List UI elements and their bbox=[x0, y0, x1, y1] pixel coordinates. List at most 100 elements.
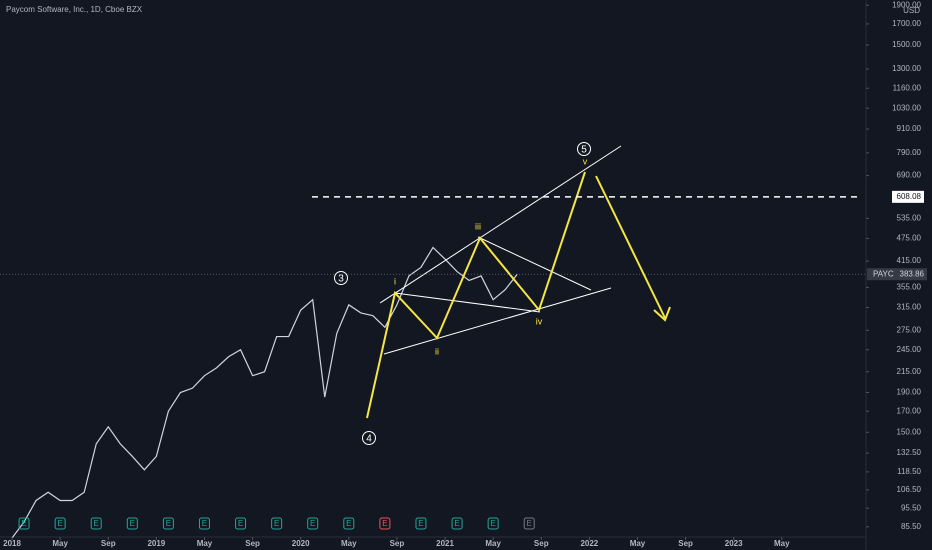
earnings-marker bbox=[18, 517, 30, 530]
earnings-label: E bbox=[454, 519, 459, 528]
earnings-label: E bbox=[166, 519, 171, 528]
x-tick-label: Sep bbox=[101, 539, 116, 548]
x-tick-label: May bbox=[630, 539, 646, 548]
earnings-label: E bbox=[202, 519, 207, 528]
last-price-label: 383.86 bbox=[900, 269, 925, 278]
wave-label: v bbox=[583, 156, 588, 166]
y-tick-label: 1160.00 bbox=[893, 83, 922, 92]
marks bbox=[11, 246, 518, 539]
y-tick-label: 190.00 bbox=[897, 388, 922, 397]
earnings-label: E bbox=[490, 519, 495, 528]
y-tick-label: 790.00 bbox=[897, 148, 922, 157]
earnings-marker bbox=[235, 517, 247, 530]
wave-path bbox=[366, 171, 586, 419]
earnings-label: E bbox=[310, 519, 315, 528]
wave-label: iii bbox=[475, 221, 481, 231]
wave-arrow bbox=[595, 175, 666, 319]
earnings-marker bbox=[54, 517, 66, 530]
y-tick-label: 1700.00 bbox=[892, 19, 921, 28]
earnings-marker bbox=[523, 517, 535, 530]
earnings-marker bbox=[487, 517, 499, 530]
x-tick-label: May bbox=[52, 539, 68, 548]
x-tick-label: Sep bbox=[678, 539, 693, 548]
last-price-tag bbox=[867, 268, 927, 281]
x-tick-label: May bbox=[774, 539, 790, 548]
x-tick-label: Sep bbox=[245, 539, 260, 548]
chart-title: Paycom Software, Inc., 1D, Cboe BZX bbox=[6, 5, 143, 14]
earnings-label: E bbox=[346, 519, 351, 528]
y-tick-label: 95.50 bbox=[901, 503, 922, 512]
y-tick-label: 245.00 bbox=[897, 345, 922, 354]
y-tick-label: 910.00 bbox=[897, 124, 922, 133]
y-tick-label: 106.50 bbox=[897, 485, 922, 494]
earnings-marker bbox=[451, 517, 463, 530]
x-tick-label: 2020 bbox=[292, 539, 310, 548]
y-tick-label: 315.00 bbox=[897, 303, 922, 312]
y-tick-label: 1030.00 bbox=[892, 103, 921, 112]
level-tag bbox=[892, 190, 924, 203]
y-tick-label: 355.00 bbox=[897, 282, 922, 291]
x-tick-label: 2023 bbox=[725, 539, 743, 548]
wave-circle bbox=[362, 431, 376, 445]
x-tick-label: 2021 bbox=[436, 539, 454, 548]
wave-label: iv bbox=[536, 316, 543, 326]
x-tick-label: May bbox=[341, 539, 357, 548]
price-line bbox=[11, 246, 518, 539]
wave-label: 4 bbox=[366, 434, 372, 445]
y-tick-label: 85.50 bbox=[901, 522, 922, 531]
earnings-marker bbox=[126, 517, 138, 530]
y-tick-label: 475.00 bbox=[897, 234, 922, 243]
earnings-marker bbox=[162, 517, 174, 530]
x-tick-label: Sep bbox=[390, 539, 405, 548]
y-tick-label: 118.50 bbox=[897, 467, 921, 476]
earnings-marker bbox=[198, 517, 210, 530]
wave-circle bbox=[334, 271, 348, 285]
earnings-marker bbox=[271, 517, 283, 530]
x-tick-label: 2022 bbox=[580, 539, 598, 548]
y-tick-label: 535.00 bbox=[897, 213, 922, 222]
y-tick-label: 275.00 bbox=[897, 325, 922, 334]
earnings-label: E bbox=[57, 519, 62, 528]
earnings-label: E bbox=[130, 519, 135, 528]
earnings-marker bbox=[90, 517, 102, 530]
earnings-label: E bbox=[274, 519, 279, 528]
last-price-symbol: PAYC bbox=[873, 269, 894, 278]
x-tick-label: May bbox=[197, 539, 213, 548]
x-tick-label: 2019 bbox=[147, 539, 165, 548]
wave-label: 5 bbox=[581, 145, 587, 156]
earnings-label: E bbox=[418, 519, 423, 528]
y-tick-label: 690.00 bbox=[897, 171, 922, 180]
y-tick-label: 1300.00 bbox=[892, 64, 921, 73]
y-tick-label: 150.00 bbox=[897, 427, 922, 436]
earnings-marker bbox=[307, 517, 319, 530]
currency-label: USD bbox=[903, 6, 920, 15]
earnings-marker bbox=[415, 517, 427, 530]
y-tick-label: 132.50 bbox=[897, 448, 922, 457]
x-tick-label: May bbox=[485, 539, 501, 548]
trendline bbox=[383, 287, 612, 355]
y-tick-label: 1500.00 bbox=[892, 40, 921, 49]
x-tick-label: 2018 bbox=[3, 539, 21, 548]
earnings-label: E bbox=[94, 519, 99, 528]
wave-label: ii bbox=[435, 346, 439, 356]
y-tick-label: 415.00 bbox=[897, 256, 922, 265]
drawings bbox=[334, 142, 671, 445]
trendline bbox=[394, 292, 541, 313]
earnings-marker bbox=[379, 517, 391, 530]
wave-circle bbox=[577, 142, 591, 156]
earnings-label: E bbox=[527, 519, 532, 528]
wave-label: 3 bbox=[338, 274, 344, 285]
arrow-head bbox=[653, 306, 671, 322]
y-tick-label: 170.00 bbox=[897, 406, 922, 415]
earnings-marker bbox=[343, 517, 355, 530]
x-tick-label: Sep bbox=[534, 539, 549, 548]
earnings-label: E bbox=[21, 519, 26, 528]
trendline bbox=[379, 145, 622, 304]
y-tick-label: 215.00 bbox=[897, 367, 922, 376]
earnings-label: E bbox=[238, 519, 243, 528]
level-label: 608.08 bbox=[897, 192, 922, 201]
earnings-label: E bbox=[382, 519, 387, 528]
